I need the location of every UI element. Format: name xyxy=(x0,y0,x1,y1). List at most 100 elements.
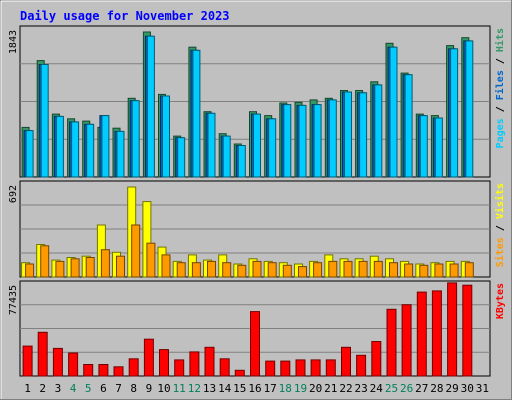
x-tick-label: 5 xyxy=(85,382,92,395)
bar-sites-day-16 xyxy=(252,260,262,278)
bar-pages-day-17 xyxy=(268,118,277,178)
bar-sites-day-15 xyxy=(237,264,247,278)
legend-entry-kbytes: KBytes xyxy=(495,283,506,319)
bar-kbytes-day-12 xyxy=(189,351,200,377)
legend-separator: / xyxy=(495,100,506,118)
x-tick-label: 16 xyxy=(248,382,261,395)
x-tick-label: 3 xyxy=(55,382,62,395)
x-tick-label: 1 xyxy=(24,382,31,395)
bar-sites-day-22 xyxy=(343,260,353,278)
bar-sites-day-7 xyxy=(116,255,125,278)
bar-sites-day-10 xyxy=(161,254,171,278)
bar-pages-day-15 xyxy=(237,145,246,178)
bar-pages-day-1 xyxy=(25,130,34,178)
bar-sites-day-20 xyxy=(313,262,323,278)
bar-sites-day-9 xyxy=(146,242,156,278)
panel-hits-files-pages: 1843 Pages / Files / Hits xyxy=(8,25,506,178)
bar-pages-day-27 xyxy=(419,115,428,178)
bar-kbytes-day-17 xyxy=(265,360,276,377)
x-tick-label: 29 xyxy=(445,382,458,395)
bar-pages-day-25 xyxy=(389,46,398,178)
bar-pages-day-29 xyxy=(450,48,459,178)
bar-pages-day-20 xyxy=(313,104,322,178)
bar-sites-day-26 xyxy=(404,263,414,278)
bar-kbytes-day-24 xyxy=(371,341,382,377)
legend-separator: / xyxy=(495,219,506,237)
chart-panels: 1843 Pages / Files / Hits 692 Sites / Visit… xyxy=(8,25,506,377)
bar-sites-day-14 xyxy=(222,262,232,278)
bar-sites-day-3 xyxy=(55,260,65,278)
bar-pages-day-11 xyxy=(177,137,186,178)
bar-pages-day-22 xyxy=(344,91,352,178)
bar-sites-day-24 xyxy=(373,260,383,278)
x-tick-label: 10 xyxy=(157,382,170,395)
bar-kbytes-day-4 xyxy=(68,352,79,377)
bar-kbytes-day-19 xyxy=(295,359,306,377)
bar-pages-day-28 xyxy=(434,117,443,178)
x-tick-label: 9 xyxy=(146,382,153,395)
x-tick-label: 26 xyxy=(400,382,413,395)
x-tick-label: 17 xyxy=(264,382,277,395)
x-tick-label: 12 xyxy=(188,382,201,395)
x-tick-label: 27 xyxy=(415,382,428,395)
bar-sites-day-21 xyxy=(328,260,338,278)
x-tick-label: 19 xyxy=(294,382,307,395)
bar-pages-day-26 xyxy=(404,74,413,178)
x-tick-label: 31 xyxy=(476,382,489,395)
bar-sites-day-6 xyxy=(100,249,110,278)
x-tick-label: 28 xyxy=(430,382,443,395)
bar-sites-day-28 xyxy=(434,263,444,278)
bar-pages-day-18 xyxy=(283,104,292,178)
x-tick-label: 20 xyxy=(309,382,322,395)
bar-sites-day-18 xyxy=(282,264,292,278)
bar-kbytes-day-16 xyxy=(250,311,260,377)
legend-visits-sites: Sites / Visits xyxy=(494,183,506,267)
x-tick-label: 11 xyxy=(173,382,186,395)
bar-pages-day-14 xyxy=(222,135,231,178)
bar-kbytes-day-29 xyxy=(447,282,458,377)
bar-sites-day-25 xyxy=(389,262,398,278)
bar-pages-day-12 xyxy=(192,49,201,178)
bar-pages-day-6 xyxy=(101,115,110,178)
bar-kbytes-day-25 xyxy=(386,308,397,377)
x-tick-label: 14 xyxy=(218,382,232,395)
x-tick-label: 8 xyxy=(130,382,137,395)
bar-kbytes-day-1 xyxy=(22,345,33,377)
x-tick-label: 13 xyxy=(203,382,216,395)
bar-pages-day-4 xyxy=(71,121,80,178)
bar-kbytes-day-18 xyxy=(280,360,291,377)
bar-sites-day-12 xyxy=(191,262,201,278)
max-value-label: 692 xyxy=(8,185,19,203)
bar-sites-day-4 xyxy=(70,258,80,278)
x-tick-label: 25 xyxy=(385,382,398,395)
bar-sites-day-30 xyxy=(464,262,474,278)
bar-pages-day-7 xyxy=(116,130,125,178)
bar-kbytes-day-21 xyxy=(325,359,336,377)
x-tick-label: 2 xyxy=(39,382,46,395)
legend-entry-visits: Visits xyxy=(494,183,506,219)
legend-hits-files-pages: Pages / Files / Hits xyxy=(494,28,506,148)
bar-pages-day-24 xyxy=(374,84,383,178)
panel-kbytes: 77435 KBytes xyxy=(8,280,506,377)
bar-sites-day-1 xyxy=(25,263,35,278)
bar-kbytes-day-8 xyxy=(128,358,139,377)
x-tick-label: 23 xyxy=(354,382,367,395)
bar-kbytes-day-27 xyxy=(416,291,427,377)
bar-kbytes-day-22 xyxy=(341,346,351,377)
bar-sites-day-5 xyxy=(85,257,95,278)
bar-pages-day-21 xyxy=(328,99,337,178)
x-tick-label: 18 xyxy=(279,382,292,395)
panel-visits-sites: 692 Sites / Visits xyxy=(8,180,506,278)
x-axis-labels: 1 2 3 4 5 6 7 8 9 10 11 12 13 14 15 16 17 18 19 20 21 22 23 24 2… xyxy=(24,382,489,395)
bar-sites-day-17 xyxy=(267,262,277,278)
bar-kbytes-day-2 xyxy=(37,331,48,377)
x-tick-label: 22 xyxy=(339,382,352,395)
bar-sites-day-27 xyxy=(419,264,429,278)
bar-sites-day-23 xyxy=(358,260,368,278)
x-tick-label: 7 xyxy=(115,382,122,395)
x-tick-label: 4 xyxy=(70,382,77,395)
bar-kbytes-day-3 xyxy=(52,347,63,377)
bar-kbytes-day-30 xyxy=(462,284,473,377)
x-tick-label: 6 xyxy=(100,382,107,395)
